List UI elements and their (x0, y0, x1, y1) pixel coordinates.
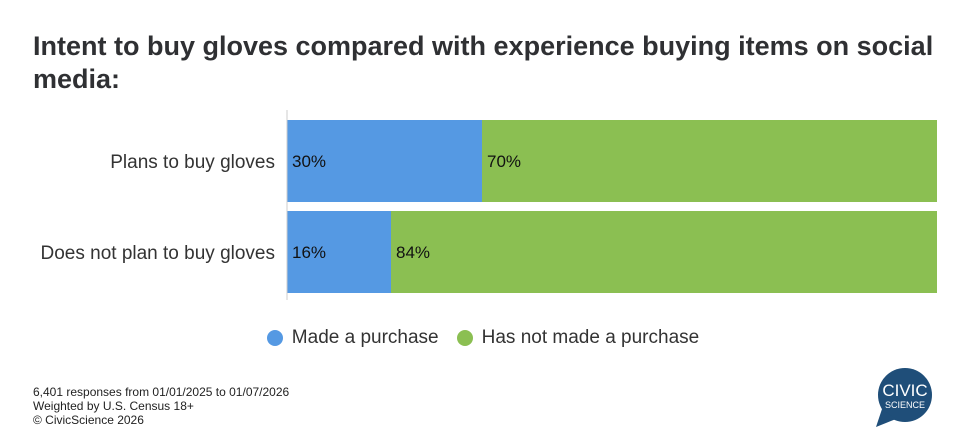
civicscience-logo: CIVIC SCIENCE (876, 368, 932, 427)
footer-copyright: © CivicScience 2026 (33, 413, 144, 427)
svg-text:SCIENCE: SCIENCE (885, 400, 925, 410)
legend: Made a purchase Has not made a purchase (0, 327, 966, 349)
legend-item-not-purchased: Has not made a purchase (456, 327, 700, 349)
legend-label: Made a purchase (291, 327, 439, 348)
legend-swatch (456, 330, 473, 346)
data-label: 70% (487, 152, 521, 171)
legend-swatch (266, 330, 283, 346)
footer-responses: 6,401 responses from 01/01/2025 to 01/07… (33, 385, 290, 399)
chart-title: Intent to buy gloves compared with exper… (33, 31, 934, 94)
bar-segment (482, 120, 937, 202)
category-label: Does not plan to buy gloves (41, 243, 276, 264)
legend-label: Has not made a purchase (481, 327, 700, 348)
bar-segment (391, 211, 937, 293)
bar-chart: 30% 70% Plans to buy gloves 16% 84% Does not … (41, 110, 937, 300)
category-label: Plans to buy gloves (110, 152, 275, 173)
bar-segment (287, 120, 482, 202)
svg-text:CIVIC: CIVIC (882, 381, 927, 400)
bar-segment (287, 211, 391, 293)
legend-item-made-purchase: Made a purchase (266, 327, 439, 349)
data-label: 30% (292, 152, 326, 171)
data-label: 16% (292, 243, 326, 262)
footer: 6,401 responses from 01/01/2025 to 01/07… (33, 385, 289, 427)
footer-weighting: Weighted by U.S. Census 18+ (33, 399, 194, 413)
data-label: 84% (396, 243, 430, 262)
